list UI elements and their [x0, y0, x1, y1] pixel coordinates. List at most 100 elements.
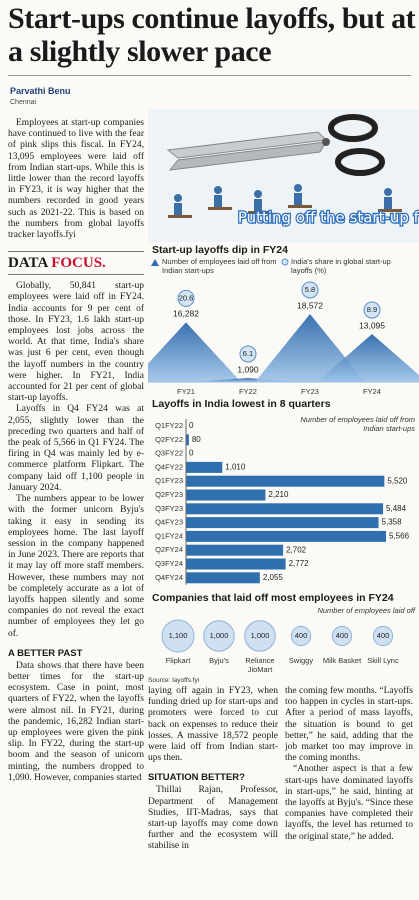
share-label: 6.1: [243, 349, 253, 358]
paragraph: Thillai Rajan, Professor, Department of …: [148, 785, 278, 852]
category-label: Skill Lync: [367, 656, 399, 665]
legend-marker: [151, 259, 159, 266]
column: laying off again in FY23, when funding d…: [148, 686, 278, 900]
left-column: Employees at start-up companies have con…: [8, 118, 144, 900]
category-label: FY24: [363, 387, 381, 396]
bar: [186, 503, 384, 515]
bubble: [203, 620, 235, 652]
category-label: Reliance JioMart: [245, 656, 275, 674]
share-marker: [301, 281, 319, 299]
value-label: 400: [295, 631, 308, 640]
paragraph: Data shows that there have been better t…: [8, 660, 144, 783]
category-label: Q4FY23: [155, 518, 183, 527]
paragraph: Globally, 50,841 start-up employees were…: [8, 281, 144, 404]
category-label: Q2FY22: [155, 435, 183, 444]
author: Parvathi Benu: [10, 86, 71, 96]
share-marker: [239, 345, 257, 363]
bar: [186, 475, 385, 487]
value-label: 2,702: [286, 545, 307, 554]
value-label: 5,484: [386, 504, 407, 513]
illustration: [148, 110, 419, 242]
category-label: Q3FY22: [155, 449, 183, 458]
category-label: Swiggy: [288, 656, 314, 665]
legend-marker: [281, 258, 289, 266]
category-label: Q4FY24: [155, 573, 183, 582]
value-label: 16,282: [173, 309, 199, 319]
chart-canvas: Putting off the start-up fire Start-up l…: [148, 110, 419, 653]
triangle: [317, 334, 419, 382]
location: Chennai: [10, 99, 37, 106]
column: the coming few months. “Layoffs too happ…: [285, 686, 413, 900]
subheading: SITUATION BETTER?: [148, 772, 245, 784]
image-caption: Putting off the start-up fire: [238, 209, 419, 227]
category-label: Q3FY23: [155, 504, 183, 513]
paragraph: Employees at start-up companies have con…: [8, 118, 144, 241]
rule: [8, 75, 411, 76]
value-label: 0: [189, 421, 194, 430]
value-label: 1,090: [237, 364, 259, 374]
share-label: 8.9: [367, 305, 377, 314]
bar: [186, 558, 286, 570]
bar: [186, 461, 223, 473]
bubble: [290, 625, 312, 647]
bar: [186, 434, 189, 446]
bar: [186, 517, 379, 529]
category-label: Flipkart: [165, 656, 191, 665]
bar: [186, 572, 260, 584]
heading-word: FOCUS.: [51, 255, 106, 272]
legend-label: Number of employees laid off from Indian…: [162, 257, 277, 275]
value-label: 0: [189, 449, 194, 458]
graphics: Putting off the start-up fire Start-up l…: [148, 110, 419, 685]
chart-subtitle: Number of employees laid off from Indian…: [300, 415, 415, 433]
value-label: 5,566: [389, 532, 410, 541]
chart-subtitle: Number of employees laid off: [317, 606, 415, 615]
value-label: 1,010: [225, 463, 246, 472]
category-label: Q2FY23: [155, 490, 183, 499]
value-label: 18,572: [297, 300, 323, 310]
chart-title: Companies that laid off most employees i…: [152, 592, 394, 604]
paragraph: The numbers appear to be lower with the …: [8, 494, 144, 639]
share-marker: [363, 301, 381, 319]
chart-title: Start-up layoffs dip in FY24: [152, 244, 288, 256]
value-label: 2,772: [289, 559, 310, 568]
category-label: FY21: [177, 387, 195, 396]
share-label: 5.8: [305, 285, 315, 294]
category-label: Byju's: [209, 656, 229, 665]
category-label: FY22: [239, 387, 257, 396]
bar: [186, 530, 386, 542]
share-marker: [177, 289, 195, 307]
category-label: Q3FY24: [155, 559, 183, 568]
value-label: 1,000: [251, 631, 270, 640]
value-label: 13,095: [359, 320, 385, 330]
headline: Start-ups continue layoffs, but at a sli…: [8, 2, 416, 68]
category-label: FY23: [301, 387, 319, 396]
bar: [186, 544, 284, 556]
paragraph: the coming few months. “Layoffs too happ…: [285, 686, 413, 764]
category-label: Q1FY22: [155, 421, 183, 430]
value-label: 400: [336, 631, 349, 640]
paragraph: “Another aspect is that a few start-ups …: [285, 764, 413, 842]
bubble: [161, 619, 195, 653]
paragraph: Layoffs in Q4 FY24 was at 2,055, slightl…: [8, 404, 144, 493]
category-label: Milk Basket: [322, 656, 362, 665]
subheading: A BETTER PAST: [8, 647, 83, 659]
value-label: 2,210: [268, 490, 289, 499]
data-focus-heading: DATA FOCUS.: [8, 251, 144, 276]
legend-label: India's share in global start-up layoffs…: [291, 257, 391, 275]
bubble: [372, 625, 394, 647]
chart-title: Layoffs in India lowest in 8 quarters: [152, 398, 331, 410]
value-label: 80: [192, 435, 201, 444]
bar: [186, 489, 266, 501]
category-label: Q1FY23: [155, 476, 183, 485]
share-label: 20.6: [179, 293, 194, 302]
bubble: [244, 620, 276, 652]
value-label: 1,000: [210, 631, 229, 640]
paragraph: laying off again in FY23, when funding d…: [148, 686, 278, 764]
category-label: Q4FY22: [155, 462, 183, 471]
heading-word: DATA: [8, 255, 48, 272]
source: Source: layoffs.fyi: [148, 677, 200, 684]
value-label: 1,100: [169, 631, 188, 640]
value-label: 2,055: [263, 573, 284, 582]
